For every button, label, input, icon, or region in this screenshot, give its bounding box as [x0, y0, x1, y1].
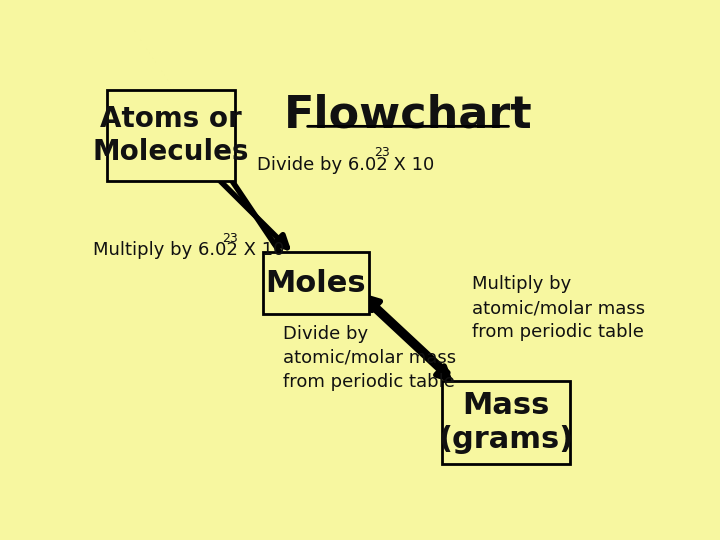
FancyBboxPatch shape [441, 381, 570, 464]
Text: 23: 23 [222, 232, 238, 245]
Text: Flowchart: Flowchart [284, 94, 532, 137]
Text: Multiply by
atomic/molar mass
from periodic table: Multiply by atomic/molar mass from perio… [472, 275, 645, 341]
FancyBboxPatch shape [263, 252, 369, 314]
Text: Atoms or
Molecules: Atoms or Molecules [93, 105, 249, 166]
Text: Multiply by 6.02 X 10: Multiply by 6.02 X 10 [93, 241, 284, 259]
FancyBboxPatch shape [107, 90, 235, 181]
Text: Mass
(grams): Mass (grams) [438, 391, 573, 454]
Text: Moles: Moles [266, 268, 366, 298]
Text: Divide by
atomic/molar mass
from periodic table: Divide by atomic/molar mass from periodi… [282, 325, 456, 390]
Text: Divide by 6.02 X 10: Divide by 6.02 X 10 [258, 156, 435, 173]
Text: 23: 23 [374, 146, 390, 159]
